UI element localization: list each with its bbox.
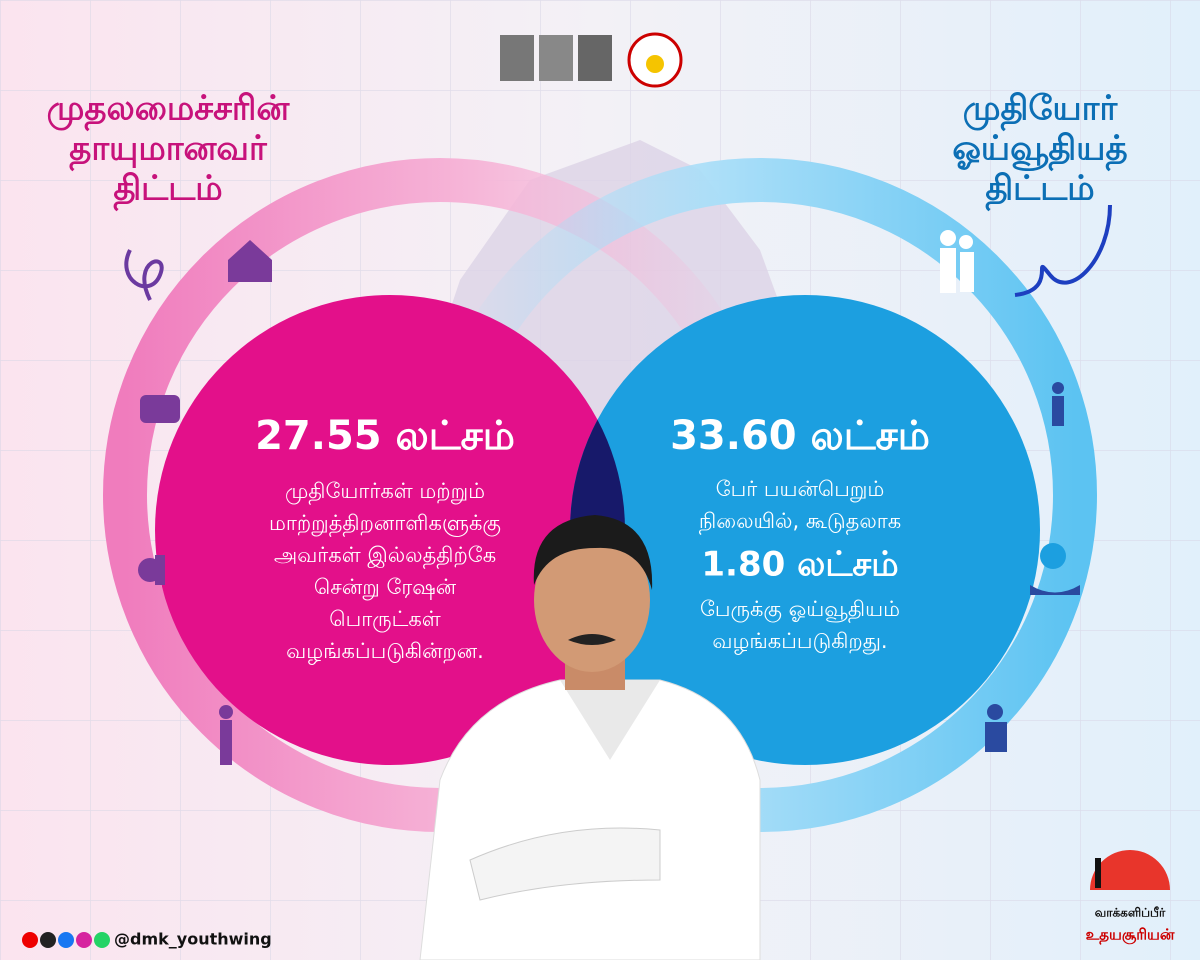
left-title: திட்டம் <box>113 169 222 212</box>
left-body: மாற்றுத்திறனாளிகளுக்கு <box>269 511 501 537</box>
right-headline: 33.60 லட்சம் <box>670 413 930 459</box>
right-title: முதியோர் <box>963 89 1119 132</box>
right-highlight: 1.80 லட்சம் <box>701 545 898 585</box>
right-body: வழங்கப்படுகிறது. <box>712 629 887 655</box>
left-body: வழங்கப்படுகின்றன. <box>286 639 484 665</box>
right-circle <box>570 295 1040 765</box>
logo-text: வாக்களிப்பீர் <box>1095 906 1166 920</box>
right-body: பேருக்கு ஓய்வூதியம் <box>700 597 900 623</box>
left-body: முதியோர்கள் மற்றும் <box>285 479 485 505</box>
left-title: தாயுமானவர் <box>69 129 268 172</box>
left-circle <box>155 295 625 765</box>
ring-icons <box>138 240 272 765</box>
social-icons <box>22 932 110 948</box>
left-title: முதலமைச்சரின் <box>47 89 291 132</box>
top-logos <box>500 32 683 88</box>
right-body: நிலையில், கூடுதலாக <box>699 509 901 535</box>
portrait <box>419 515 761 960</box>
left-body: பொருட்கள் <box>329 607 441 632</box>
right-title: திட்டம் <box>985 169 1094 212</box>
left-body: சென்று ரேஷன் <box>314 575 457 600</box>
arrow-left <box>124 249 164 301</box>
right-body: பேர் பயன்பெறும் <box>716 477 885 502</box>
ring-icons-right-2 <box>985 382 1080 752</box>
right-title: ஓய்வூதியத் <box>952 129 1127 172</box>
ring-icons-right <box>940 230 974 293</box>
bottom-logo: வாக்களிப்பீர் உதயசூரியன் <box>1086 850 1175 945</box>
left-headline: 27.55 லட்சம் <box>255 413 515 459</box>
left-body: அவர்கள் இல்லத்திற்கே <box>274 543 496 569</box>
handle: @dmk_youthwing <box>114 930 272 949</box>
logo-text: உதயசூரியன் <box>1086 926 1175 945</box>
arrow-right <box>1014 204 1112 297</box>
